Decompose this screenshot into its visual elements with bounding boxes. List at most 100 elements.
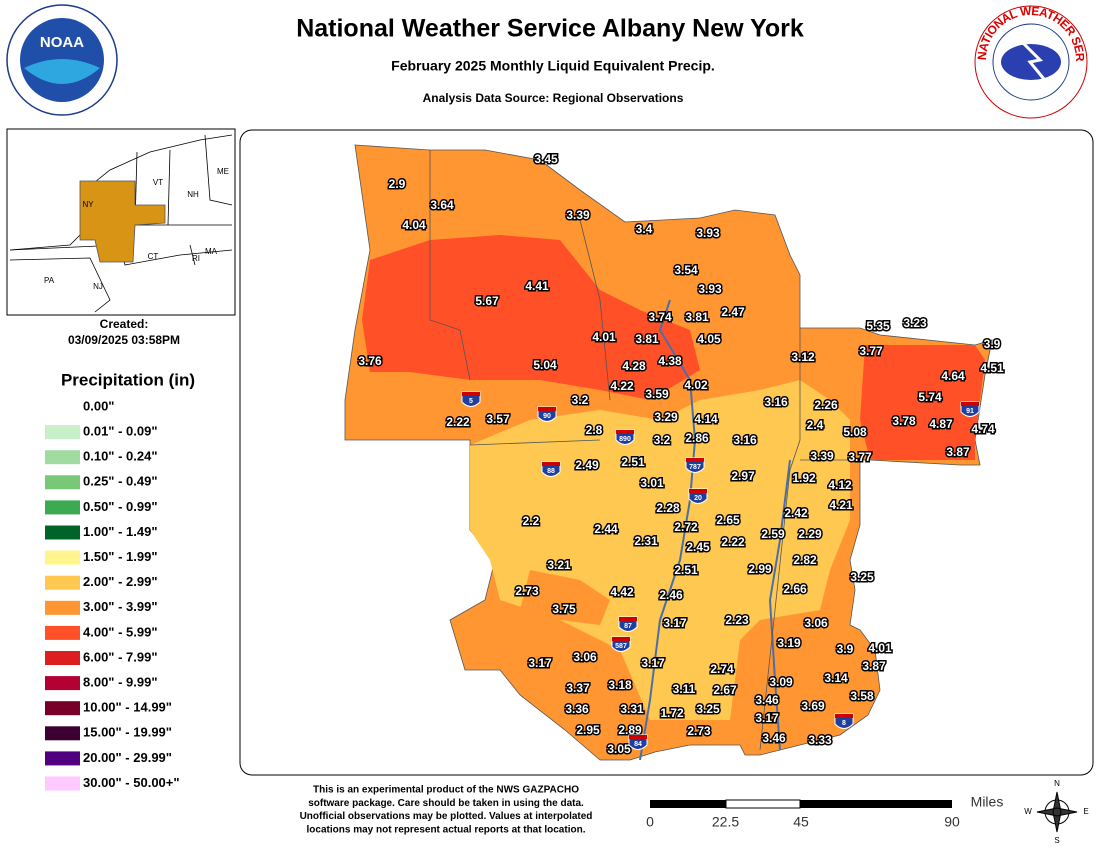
station-value: 4.64 [941, 369, 965, 383]
station-value: 3.11 [673, 682, 696, 696]
legend-label: 2.00" - 2.99" [83, 574, 157, 589]
inset-label: VT [153, 178, 163, 187]
station-value: 2.89 [618, 723, 642, 737]
disclaimer-line: This is an experimental product of the N… [313, 785, 579, 796]
legend-swatch [45, 751, 80, 766]
station-value: 5.08 [843, 425, 867, 439]
station-value: 4.01 [592, 330, 616, 344]
station-value: 3.36 [565, 702, 589, 716]
station-value: 2.42 [784, 506, 808, 520]
disclaimer-line: software package. Care should be taken i… [308, 798, 584, 809]
station-value: 3.39 [810, 449, 834, 463]
inset-label: NJ [93, 282, 103, 291]
station-value: 3.05 [607, 742, 631, 756]
station-value: 3.06 [804, 616, 828, 630]
interstate-number: 20 [694, 495, 702, 502]
station-value: 3.33 [808, 733, 832, 747]
station-value: 2.4 [807, 418, 824, 432]
legend-label: 30.00" - 50.00+" [83, 775, 180, 790]
station-value: 3.2 [654, 433, 671, 447]
station-value: 3.12 [791, 350, 815, 364]
station-value: 3.06 [573, 650, 597, 664]
inset-label: NH [187, 190, 199, 199]
county-line [429, 150, 860, 751]
legend-swatch [45, 776, 80, 791]
interstate-number: 84 [634, 741, 642, 748]
station-value: 3.25 [850, 570, 874, 584]
interstate-band [542, 462, 560, 466]
scale-bar [650, 799, 952, 809]
inset-label: NY [82, 200, 94, 209]
station-value: 1.92 [792, 471, 816, 485]
station-value: 3.9 [984, 337, 1001, 351]
legend-swatch [45, 525, 80, 540]
compass-label: W [1024, 807, 1032, 816]
station-value: 4.04 [402, 218, 426, 232]
station-value: 2.44 [594, 522, 618, 536]
station-value: 3.69 [801, 699, 825, 713]
station-value: 2.8 [586, 423, 603, 437]
station-value: 4.41 [525, 279, 549, 293]
legend-swatch [45, 600, 80, 615]
station-value: 3.31 [620, 702, 644, 716]
station-value: 2.47 [721, 305, 745, 319]
region-3in-south [520, 570, 610, 625]
station-value: 3.2 [572, 393, 589, 407]
region-2in [470, 380, 850, 720]
station-value: 3.54 [674, 263, 698, 277]
legend-label: 1.50" - 1.99" [83, 549, 157, 564]
interstate-band [616, 430, 634, 434]
station-value: 3.77 [848, 450, 872, 464]
inset-label: MA [205, 247, 218, 256]
scale-label: 90 [944, 814, 960, 830]
station-value: 2.22 [721, 535, 745, 549]
station-value: 2.22 [446, 415, 470, 429]
station-value: 4.38 [658, 354, 682, 368]
station-value: 3.75 [552, 602, 576, 616]
station-value: 3.81 [685, 310, 709, 324]
station-value: 5.74 [918, 390, 942, 404]
station-value: 2.73 [687, 724, 711, 738]
disclaimer-line: locations may not represent actual repor… [307, 825, 586, 836]
legend-swatch [45, 450, 80, 465]
interstate-band [686, 458, 704, 462]
legend-label: 0.00" [83, 398, 114, 413]
station-value: 2.29 [798, 527, 822, 541]
station-value: 2.74 [710, 662, 734, 676]
region-4in [362, 235, 700, 400]
legend-label: 20.00" - 29.99" [83, 750, 172, 765]
station-value: 3.78 [892, 414, 916, 428]
interstate-number: 890 [619, 436, 631, 443]
station-value: 4.01 [868, 641, 892, 655]
station-value: 2.28 [656, 501, 680, 515]
station-value: 3.87 [862, 659, 886, 673]
station-value: 3.46 [755, 693, 779, 707]
legend-swatch [45, 701, 80, 716]
scale-unit: Miles [971, 794, 1004, 810]
station-value: 4.87 [929, 417, 953, 431]
station-value: 3.29 [654, 410, 678, 424]
station-value: 2.45 [686, 540, 710, 554]
station-value: 3.16 [764, 395, 788, 409]
station-value: 3.93 [696, 226, 720, 240]
station-value: 3.57 [486, 412, 510, 426]
station-value: 4.74 [971, 422, 995, 436]
inset-label: CT [148, 252, 159, 261]
legend-label: 1.00" - 1.49" [83, 524, 157, 539]
station-value: 3.17 [755, 711, 779, 725]
compass-label: N [1054, 779, 1060, 788]
legend-swatch [45, 676, 80, 691]
interstate-number: 787 [689, 464, 701, 471]
station-value: 3.23 [903, 316, 927, 330]
station-value: 2.26 [814, 398, 838, 412]
subtitle: February 2025 Monthly Liquid Equivalent … [391, 58, 715, 74]
scale-label: 45 [793, 814, 809, 830]
station-value: 2.65 [716, 513, 740, 527]
map-regions [344, 144, 993, 761]
interstate-number: 87 [624, 623, 632, 630]
stations: 3.452.93.643.394.04 3.4 3.933.545.674.41 3.… [357, 151, 1006, 758]
noaa-text: NOAA [40, 34, 84, 51]
station-value: 3.58 [850, 689, 874, 703]
legend-label: 0.50" - 0.99" [83, 499, 157, 514]
station-value: 4.14 [694, 412, 718, 426]
